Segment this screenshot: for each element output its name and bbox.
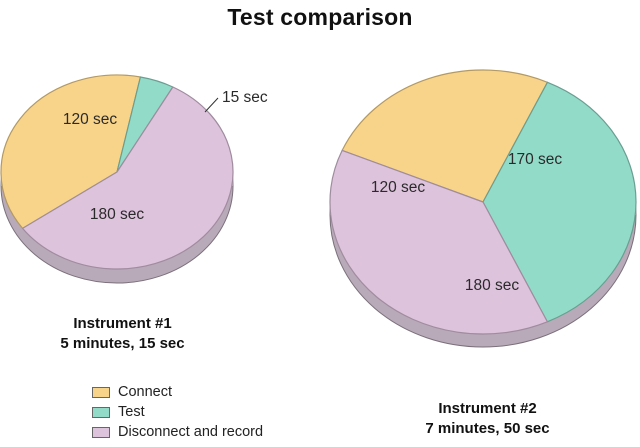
pie-1-label-test: 15 sec (222, 89, 268, 106)
pie-1-duration: 5 minutes, 15 sec (60, 335, 185, 352)
pie-1-label-disconnect-and-record: 180 sec (90, 206, 145, 223)
pie-1-slice-connect (0, 74, 142, 229)
legend-label-test: Test (118, 404, 145, 420)
pie-2-slice-disconnect-and-record (329, 149, 548, 335)
chart-title: Test comparison (227, 4, 413, 30)
legend-item-disconnect: Disconnect and record (92, 422, 263, 442)
pie-2-caption: Instrument #2 7 minutes, 50 sec (395, 399, 580, 439)
pie-2-duration: 7 minutes, 50 sec (425, 420, 550, 437)
legend-swatch-connect (92, 386, 110, 398)
legend-label-disconnect: Disconnect and record (118, 424, 264, 440)
legend-label-connect: Connect (118, 384, 173, 400)
pie-instrument-2: 120 sec 170 sec 180 sec (329, 69, 637, 348)
legend: Connect Test Disconnect and record (92, 382, 263, 442)
pie-1-name: Instrument #1 (73, 315, 172, 332)
pie-1-slice-disconnect-and-record (21, 86, 234, 270)
legend-item-test: Test (92, 402, 263, 422)
pie-2-label-disconnect-and-record: 180 sec (465, 277, 520, 294)
pie-instrument-1: 120 sec 15 sec 180 sec (0, 74, 268, 284)
pie-2-name: Instrument #2 (438, 400, 537, 417)
pie-1-caption: Instrument #1 5 minutes, 15 sec (30, 314, 215, 354)
pie-2-slice-test (482, 81, 637, 323)
legend-swatch-test (92, 406, 110, 418)
legend-item-connect: Connect (92, 382, 263, 402)
pie-2-label-test: 170 sec (508, 151, 563, 168)
pie-1-label-connect: 120 sec (63, 111, 118, 128)
pie-2-label-connect: 120 sec (371, 179, 426, 196)
legend-swatch-disconnect (92, 426, 110, 438)
pie-1-leader-line (204, 97, 219, 113)
